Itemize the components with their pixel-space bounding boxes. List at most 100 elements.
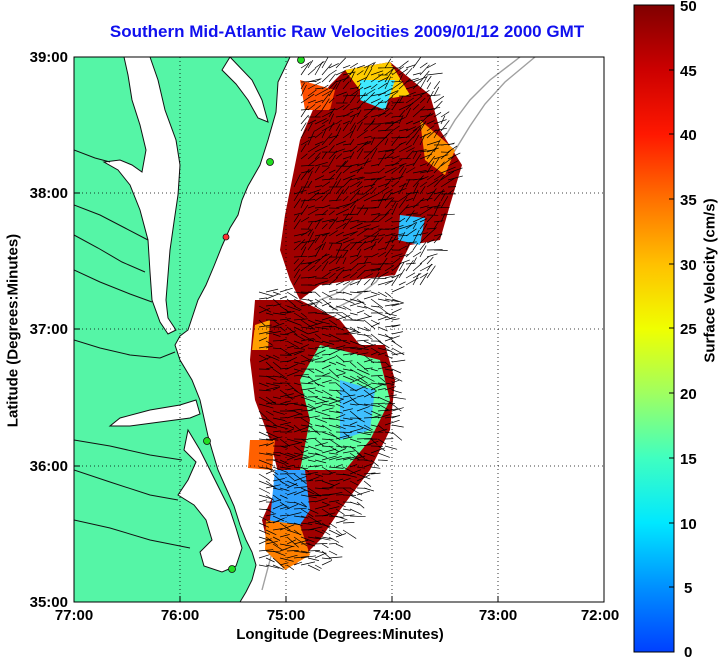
velocity-vector (384, 375, 397, 380)
velocity-vector (265, 382, 281, 387)
velocity-vector (286, 356, 298, 363)
velocity-vector (377, 365, 392, 370)
velocity-vector (286, 305, 301, 312)
velocity-vector (314, 326, 329, 330)
velocity-vector (300, 82, 305, 90)
velocity-vector (328, 417, 345, 422)
velocity-vector (433, 95, 445, 104)
velocity-vector (356, 264, 366, 272)
velocity-vector (391, 375, 403, 382)
velocity-vector (349, 319, 365, 322)
velocity-vector (398, 281, 406, 286)
velocity-vector (377, 82, 388, 90)
velocity-vector (286, 454, 301, 461)
velocity-vector (321, 189, 330, 195)
velocity-vector (335, 339, 347, 342)
velocity-vector (314, 207, 323, 209)
velocity-vector (328, 289, 338, 293)
velocity-vector (377, 121, 394, 125)
velocity-vector (258, 337, 268, 342)
velocity-vector (293, 312, 305, 320)
velocity-vector (307, 415, 320, 419)
velocity-vector (335, 119, 342, 125)
velocity-vector (335, 403, 345, 409)
velocity-vector (279, 318, 291, 321)
velocity-vector (314, 118, 327, 125)
velocity-vector (342, 417, 353, 420)
velocity-vector (405, 250, 414, 258)
velocity-vector (307, 452, 320, 456)
velocity-vector (405, 126, 417, 132)
velocity-vector (384, 244, 395, 258)
velocity-vector (335, 160, 347, 174)
velocity-vector (272, 368, 285, 378)
velocity-vector (321, 356, 337, 363)
velocity-vector (314, 382, 325, 388)
velocity-vector (426, 75, 432, 83)
velocity-vector (300, 522, 313, 525)
velocity-vector (335, 314, 351, 321)
velocity-vector (258, 487, 271, 494)
velocity-vector (307, 319, 319, 325)
velocity-vector (356, 501, 365, 509)
velocity-vector (384, 291, 392, 297)
velocity-vector (384, 138, 389, 146)
velocity-vector (300, 246, 307, 258)
velocity-vector (433, 100, 443, 111)
velocity-vector (342, 352, 354, 356)
velocity-vector (321, 74, 330, 83)
velocity-vector (321, 403, 335, 407)
velocity-vector (335, 185, 343, 195)
velocity-vector (314, 552, 327, 559)
velocity-vector (286, 330, 297, 335)
velocity-vector (377, 108, 391, 118)
velocity-vector (349, 219, 360, 223)
velocity-vector (342, 103, 350, 111)
velocity-vector (405, 241, 417, 244)
velocity-vector (363, 472, 376, 475)
velocity-vector (272, 417, 286, 421)
velocity-vector (363, 238, 380, 244)
velocity-vector (370, 164, 380, 167)
velocity-vector (377, 333, 393, 339)
velocity-vector (279, 393, 294, 398)
velocity-vector (419, 112, 432, 125)
velocity-vector (349, 340, 366, 347)
velocity-vector (377, 340, 390, 349)
velocity-vector (321, 417, 335, 420)
velocity-vector (377, 280, 394, 286)
station-marker (222, 233, 230, 241)
velocity-vector (363, 290, 372, 293)
velocity-vector (363, 68, 373, 83)
velocity-vector (258, 480, 274, 488)
velocity-vector (349, 455, 366, 461)
velocity-vector (426, 120, 435, 125)
velocity-vector (426, 113, 434, 118)
velocity-vector (426, 155, 436, 167)
tick-marks (74, 192, 499, 602)
velocity-vector (426, 227, 436, 230)
velocity-vector (321, 298, 335, 310)
velocity-vector (335, 414, 346, 419)
velocity-vector (342, 257, 347, 265)
velocity-vector (293, 475, 307, 482)
velocity-vector (356, 315, 372, 321)
velocity-vector (328, 80, 338, 90)
velocity-vector (279, 333, 289, 336)
velocity-vector (307, 67, 316, 76)
velocity-vector (447, 142, 455, 146)
velocity-vector (293, 389, 308, 398)
velocity-vector (363, 431, 372, 434)
velocity-vector (384, 316, 396, 321)
velocity-vector (328, 69, 337, 76)
velocity-vector (419, 245, 427, 258)
velocity-vector (419, 62, 428, 69)
velocity-vector (272, 291, 281, 295)
velocity-vector (307, 221, 313, 230)
velocity-vector (300, 229, 312, 237)
velocity-vector (356, 352, 369, 356)
velocity-vector (363, 389, 374, 398)
velocity-vector (300, 216, 310, 223)
velocity-vector (370, 291, 380, 296)
velocity-vector (349, 255, 362, 265)
